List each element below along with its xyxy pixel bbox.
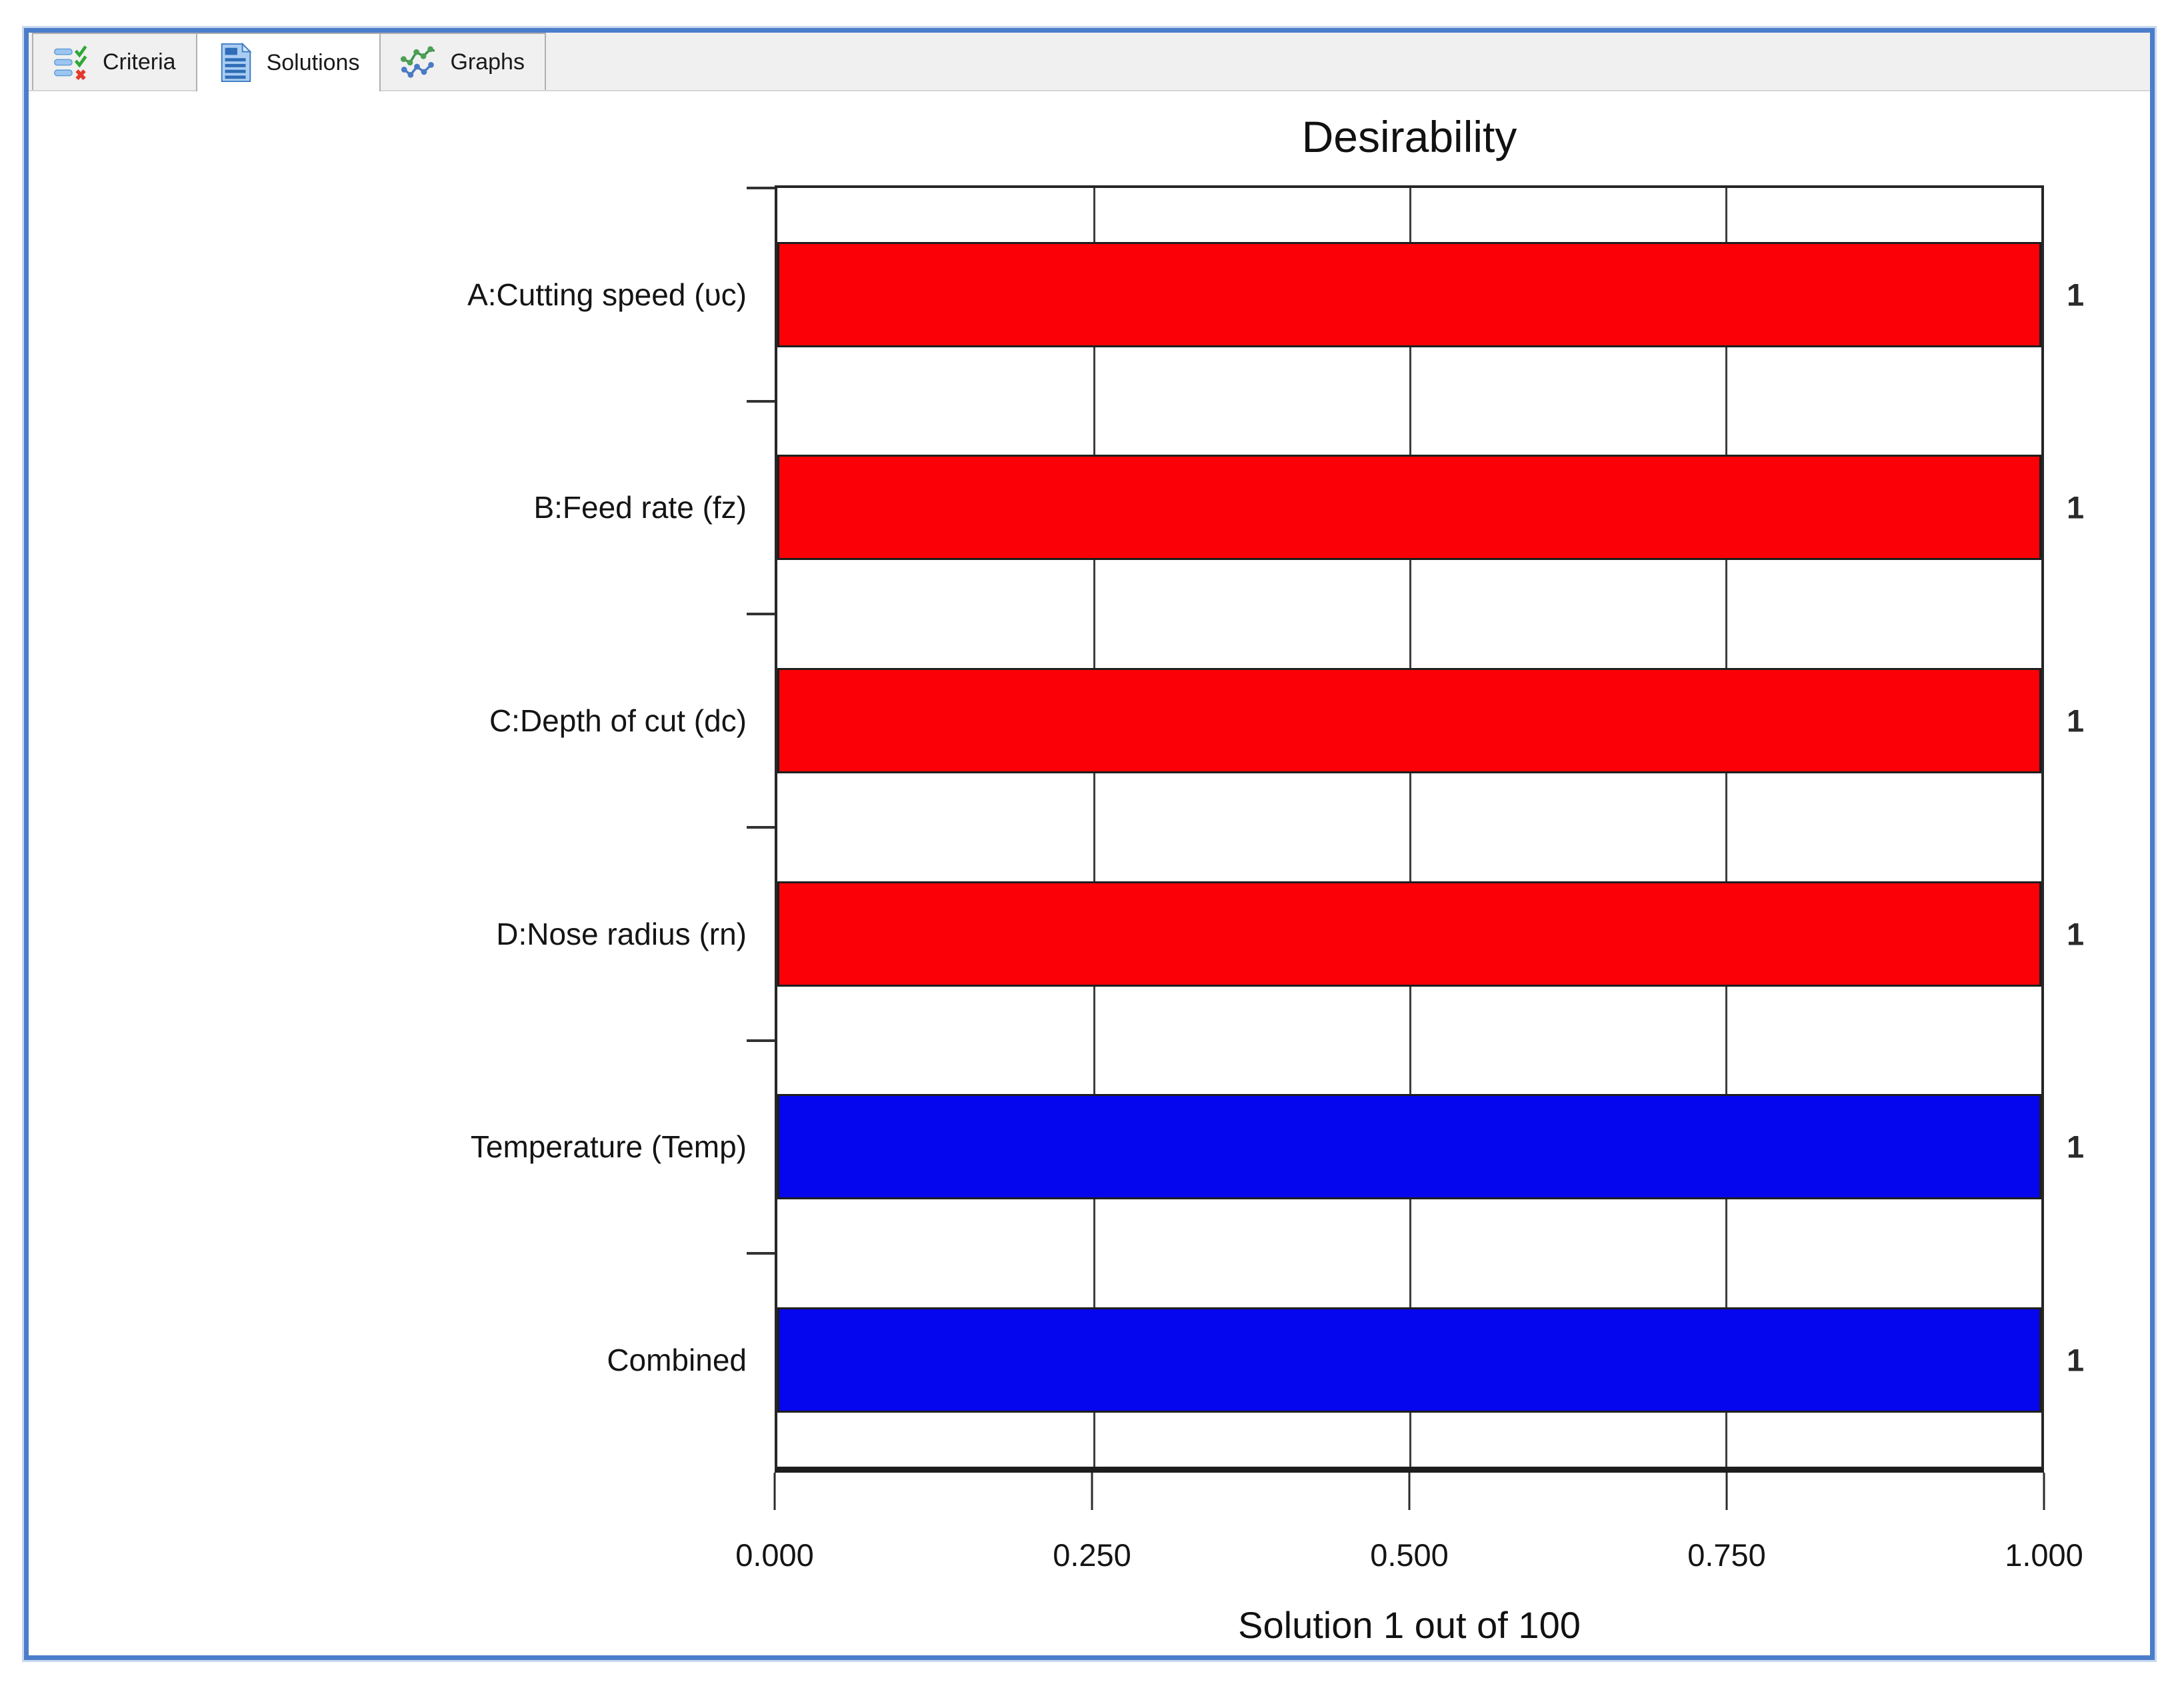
bar-combined — [777, 1307, 2041, 1413]
criteria-checklist-icon — [54, 45, 87, 81]
x-axis-tick — [1408, 1473, 1411, 1510]
gridline-0-50 — [1409, 188, 1411, 1467]
y-axis-tick — [747, 1039, 775, 1042]
category-label: C:Depth of cut (dc) — [489, 703, 747, 739]
tab-criteria-label: Criteria — [103, 49, 176, 75]
category-label: B:Feed rate (fz) — [533, 490, 747, 525]
tab-bar: Criteria Solutions — [29, 33, 2150, 91]
tab-graphs-label: Graphs — [450, 49, 525, 75]
x-tick-label: 0.000 — [735, 1537, 814, 1573]
category-label: Combined — [607, 1343, 747, 1378]
gridline-0-25 — [1093, 188, 1095, 1467]
x-axis-tick — [773, 1473, 776, 1510]
bar-value-label: 1 — [2067, 1129, 2085, 1165]
y-axis-tick — [747, 825, 775, 829]
y-axis-tick — [747, 187, 775, 189]
x-tick-label: 0.500 — [1370, 1537, 1449, 1573]
bar-value-label: 1 — [2067, 277, 2085, 313]
bar-row: C:Depth of cut (dc) 1 — [489, 613, 2084, 827]
bar-cutting-speed — [777, 241, 2041, 347]
optimization-window: Criteria Solutions — [22, 26, 2157, 1662]
x-axis: 0.000 0.250 0.500 0.750 1.000 — [735, 1473, 2083, 1586]
bar-feed-rate — [777, 455, 2041, 561]
tab-graphs[interactable]: Graphs — [379, 33, 546, 90]
bar-value-label: 1 — [2067, 1342, 2085, 1378]
x-axis-tick — [1091, 1473, 1093, 1510]
bar-row: D:Nose radius (rn) 1 — [496, 825, 2084, 1041]
x-axis-title: Solution 1 out of 100 — [1238, 1604, 1581, 1646]
y-axis-tick — [747, 1252, 775, 1255]
plot-area: A:Cutting speed (υc) 1 B:Feed rate (fz) … — [467, 185, 2084, 1473]
bar-depth-of-cut — [777, 668, 2041, 774]
x-tick-label: 1.000 — [2005, 1537, 2083, 1573]
tab-criteria[interactable]: Criteria — [32, 33, 197, 90]
x-axis-tick — [1725, 1473, 1728, 1510]
category-label: D:Nose radius (rn) — [496, 916, 747, 951]
bar-row: Temperature (Temp) 1 — [471, 1039, 2084, 1254]
y-axis-tick — [747, 613, 775, 616]
y-axis-tick — [747, 399, 775, 403]
category-label: A:Cutting speed (υc) — [467, 277, 747, 312]
bar-row: B:Feed rate (fz) 1 — [533, 399, 2084, 615]
graphs-lines-icon — [401, 46, 435, 78]
chart-title: Desirability — [1301, 112, 1517, 161]
tab-solutions-label: Solutions — [266, 49, 360, 75]
solutions-report-icon — [221, 43, 252, 83]
tab-solutions[interactable]: Solutions — [195, 33, 381, 91]
bar-value-label: 1 — [2067, 489, 2085, 525]
x-tick-label: 0.250 — [1053, 1537, 1131, 1573]
category-label: Temperature (Temp) — [470, 1129, 747, 1165]
bar-row: A:Cutting speed (υc) 1 — [467, 187, 2084, 401]
bar-temperature — [777, 1094, 2041, 1200]
x-tick-label: 0.750 — [1687, 1537, 1766, 1573]
gridline-0-75 — [1725, 188, 1727, 1467]
bar-nose-radius — [777, 881, 2041, 987]
bar-row: Combined 1 — [607, 1252, 2084, 1467]
bar-value-label: 1 — [2067, 703, 2085, 739]
x-axis-tick — [2043, 1473, 2045, 1510]
bar-value-label: 1 — [2067, 916, 2085, 952]
